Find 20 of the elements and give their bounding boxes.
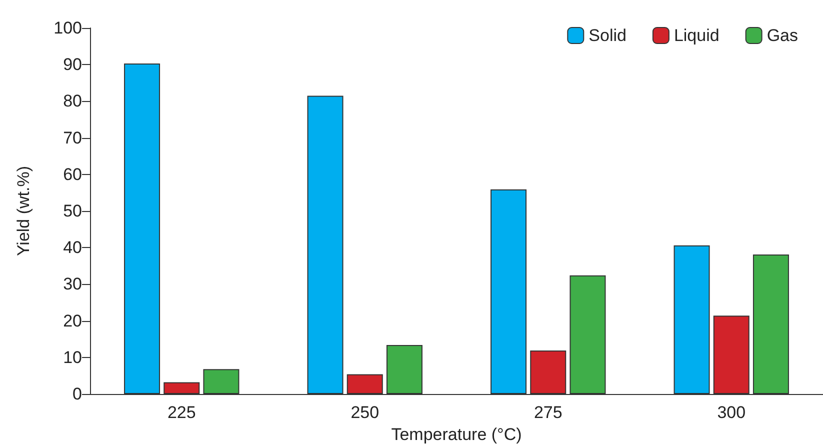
y-tick-label: 10 xyxy=(63,348,82,367)
legend-label: Liquid xyxy=(674,26,720,45)
y-tick-label: 70 xyxy=(63,128,82,148)
y-tick-label: 40 xyxy=(63,238,82,258)
y-tick-label: 100 xyxy=(54,18,82,38)
legend-label: Solid xyxy=(588,26,626,45)
y-tick-label: 60 xyxy=(63,164,82,184)
x-tick-label: 300 xyxy=(717,403,746,422)
y-tick-label: 0 xyxy=(72,384,82,404)
x-tick-label: 250 xyxy=(350,403,380,422)
x-tick-label: 275 xyxy=(534,403,562,422)
y-tick-label: 50 xyxy=(63,202,82,220)
legend-label: Gas xyxy=(766,26,798,45)
y-axis-title: Yield (wt.%) xyxy=(14,166,33,256)
y-tick-label: 90 xyxy=(63,55,82,74)
y-tick-label: 30 xyxy=(63,274,82,294)
y-tick-label: 80 xyxy=(63,92,82,111)
y-tick-label: 20 xyxy=(63,311,82,330)
x-axis-title: Temperature (°C) xyxy=(391,425,522,444)
x-tick-label: 225 xyxy=(167,403,196,422)
